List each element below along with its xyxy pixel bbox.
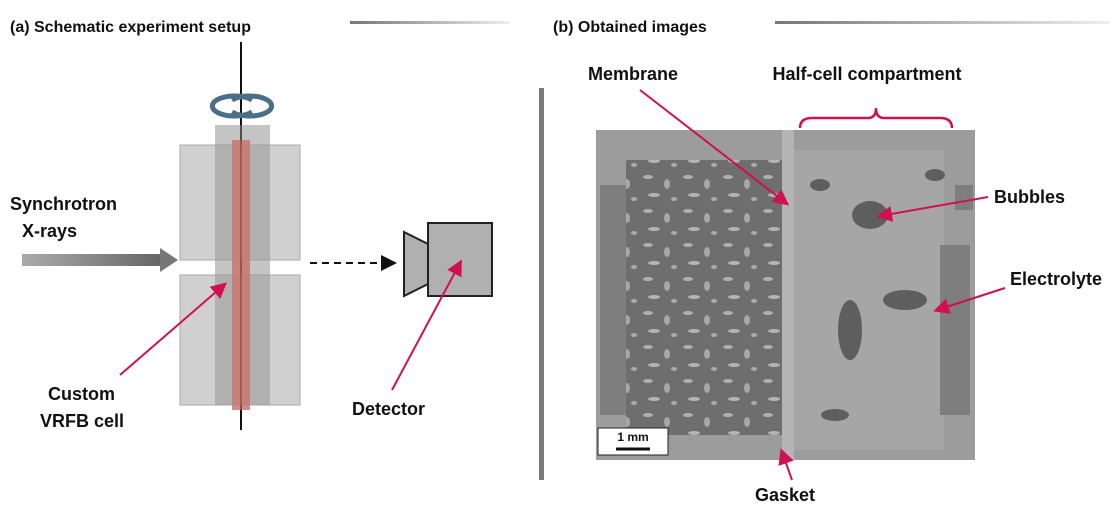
label: Custom [48, 384, 115, 404]
pointer [933, 287, 1006, 314]
pointer [391, 259, 462, 391]
label: X-rays [22, 221, 77, 241]
bubble [838, 300, 862, 360]
panel-title: (a) Schematic experiment setup [10, 19, 251, 36]
beam-head [160, 248, 178, 272]
gasket-region [600, 185, 628, 415]
pointer [639, 89, 790, 206]
label: Bubbles [994, 187, 1065, 207]
gasket-region [955, 185, 973, 210]
detector-body [427, 222, 493, 297]
rotation-arrow [209, 93, 254, 119]
label: Synchrotron [10, 194, 117, 214]
bubble [821, 409, 849, 421]
scale-label: 1 mm [617, 430, 648, 444]
tomogram: 1 mm [596, 130, 975, 460]
membrane-region [782, 130, 794, 460]
bubble [883, 290, 927, 310]
title-rule [350, 21, 510, 24]
bubble [925, 169, 945, 181]
pointer [119, 282, 228, 376]
membrane-plate [232, 140, 250, 410]
label: VRFB cell [40, 411, 124, 431]
pointer [778, 448, 794, 481]
panel-title: (b) Obtained images [553, 19, 707, 36]
divider [539, 88, 544, 480]
brace [798, 107, 954, 129]
title-rule [775, 21, 1110, 24]
label: Electrolyte [1010, 269, 1102, 289]
bubble [810, 179, 830, 191]
beam [22, 254, 162, 266]
label: Detector [352, 399, 425, 419]
cell [179, 125, 301, 410]
gasket-region [940, 245, 970, 415]
felt-region [626, 160, 786, 435]
label: Gasket [755, 485, 815, 505]
pointer [876, 196, 989, 222]
detector-lens [403, 230, 429, 298]
label: Half-cell compartment [772, 64, 961, 84]
label: Membrane [588, 64, 678, 84]
